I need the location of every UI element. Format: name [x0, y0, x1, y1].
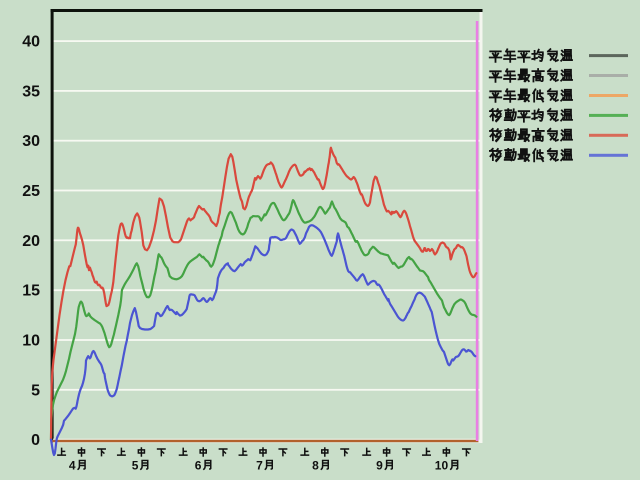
- svg-text:9: 9: [376, 459, 383, 473]
- svg-text:35: 35: [22, 83, 40, 100]
- svg-text:7: 7: [256, 459, 263, 473]
- svg-text:5: 5: [31, 382, 40, 399]
- svg-text:30: 30: [22, 133, 40, 150]
- svg-text:25: 25: [22, 183, 40, 200]
- svg-text:10: 10: [435, 459, 449, 473]
- svg-text:5: 5: [132, 459, 139, 473]
- svg-text:4: 4: [69, 459, 76, 473]
- svg-text:0: 0: [31, 432, 40, 449]
- svg-text:8: 8: [312, 459, 319, 473]
- svg-text:15: 15: [22, 283, 40, 300]
- svg-text:6: 6: [195, 459, 202, 473]
- svg-text:10: 10: [22, 333, 40, 350]
- svg-text:40: 40: [22, 34, 40, 51]
- svg-text:20: 20: [22, 233, 40, 250]
